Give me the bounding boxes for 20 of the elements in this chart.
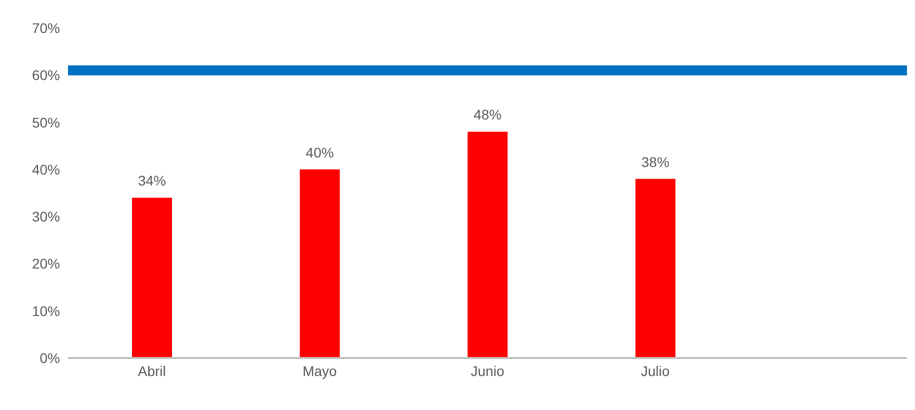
x-tick-label: Mayo <box>302 362 338 379</box>
data-label: 40% <box>306 144 334 160</box>
bar <box>300 169 340 358</box>
y-tick-label: 60% <box>32 67 60 84</box>
y-tick-label: 0% <box>40 350 60 366</box>
x-tick-label: Junio <box>470 362 504 379</box>
y-tick-label: 40% <box>32 161 60 178</box>
x-tick-label: Julio <box>640 362 670 379</box>
y-tick-label: 10% <box>32 302 60 319</box>
bar <box>468 132 508 358</box>
y-tick-label: 70% <box>32 20 60 36</box>
y-tick-label: 30% <box>32 208 60 225</box>
bar <box>132 198 172 358</box>
data-label: 38% <box>641 154 670 170</box>
y-tick-label: 50% <box>32 114 60 130</box>
bar <box>635 178 676 358</box>
data-label: 48% <box>474 106 502 123</box>
y-tick-label: 20% <box>32 256 60 272</box>
data-label: 34% <box>138 172 166 189</box>
x-tick-label: Abril <box>138 362 166 379</box>
